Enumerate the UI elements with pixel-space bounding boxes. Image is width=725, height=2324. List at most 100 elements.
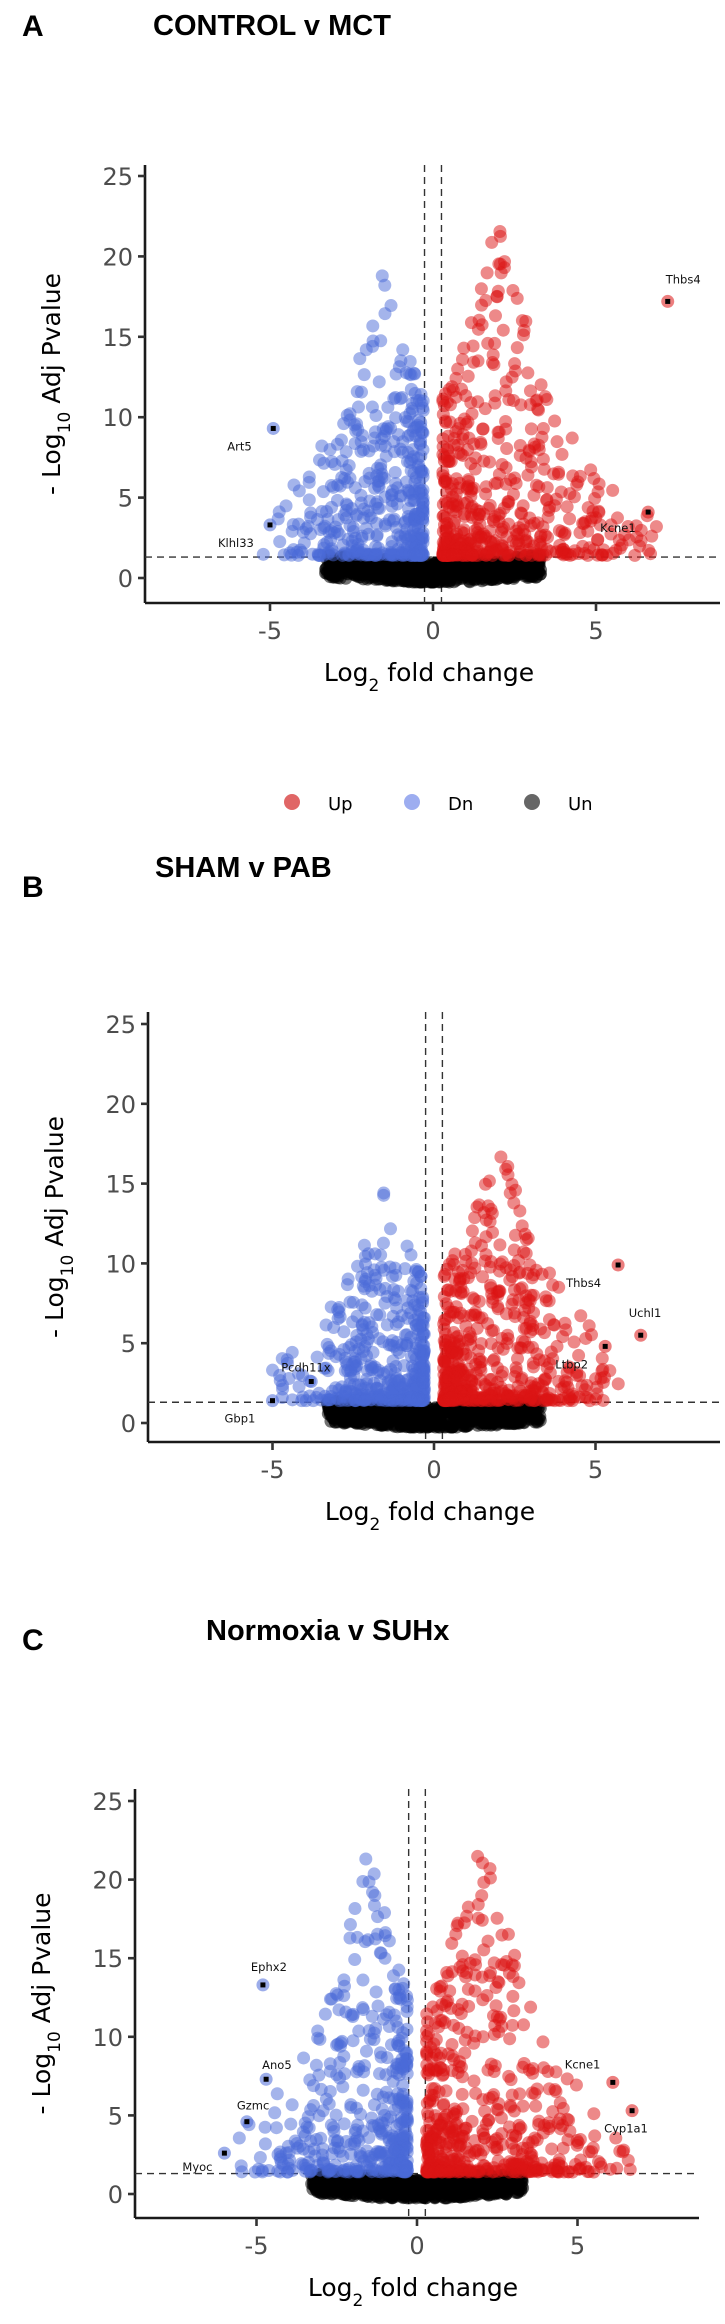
point-up [537,1326,551,1340]
point-down [386,1969,400,1983]
point-up [589,1372,603,1386]
point-down [367,1898,381,1912]
point-down [357,368,371,382]
point-down [407,1274,421,1288]
point-down [310,1350,324,1364]
point-up [480,266,494,280]
point-up [522,2136,536,2150]
point-up [524,2000,538,2014]
point-up [462,2145,476,2159]
point-up [442,500,456,514]
point-up [426,2062,440,2076]
point-up [440,521,454,535]
point-down [401,429,415,443]
point-down [285,1345,299,1359]
labeled-gene-marker [615,1262,621,1268]
point-up [438,1999,452,2013]
point-up [506,284,520,298]
point-up [488,2059,502,2073]
point-up [460,1966,474,1980]
point-up [455,1949,469,1963]
point-down [235,2165,249,2179]
point-down [282,2161,296,2175]
point-down [400,2004,414,2018]
point-up [628,548,642,562]
point-up [483,1966,497,1980]
point-up [523,1258,537,1272]
point-up [467,1308,481,1322]
point-up [550,1339,564,1353]
point-up [563,512,577,526]
point-up [581,524,595,538]
point-unchanged [335,1413,349,1427]
point-up [623,2163,637,2177]
point-up [490,1361,504,1375]
point-down [371,2164,385,2178]
point-down [337,1325,351,1339]
point-up [568,544,582,558]
point-down [365,400,379,414]
point-up [526,2066,540,2080]
point-unchanged [436,2177,450,2191]
point-up [465,548,479,562]
point-up [486,348,500,362]
point-down [361,504,375,518]
point-down [401,446,415,460]
point-up [507,2004,521,2018]
point-up [469,1366,483,1380]
point-down [284,2117,298,2131]
point-down [351,400,365,414]
point-down [378,1929,392,1943]
point-down [414,420,428,434]
labeled-gene-marker [270,425,276,431]
point-down [379,2068,393,2082]
point-down [292,1380,306,1394]
point-up [523,384,537,398]
point-up [455,2070,469,2084]
point-up [504,473,518,487]
labeled-gene-marker [638,1332,644,1338]
labeled-gene-marker [665,298,671,304]
point-up [552,1374,566,1388]
point-down [384,1222,398,1236]
point-down [298,2129,312,2143]
point-down [374,2050,388,2064]
point-up [542,1294,556,1308]
point-down [360,1327,374,1341]
point-down [255,2165,269,2179]
point-unchanged [475,1412,489,1426]
y-tick-label: 5 [118,485,133,513]
point-up [514,1341,528,1355]
point-up [649,520,663,534]
point-up [491,431,505,445]
point-up [448,1247,462,1261]
point-up [470,1200,484,1214]
illustrative-points [256,225,663,589]
panel-letter: A [22,10,44,43]
point-up [533,535,547,549]
point-up [567,490,581,504]
point-down [297,536,311,550]
point-down [335,1389,349,1403]
point-unchanged [517,1406,531,1420]
point-down [311,548,325,562]
point-down [363,471,377,485]
point-up [574,1309,588,1323]
point-up [523,1314,537,1328]
point-down [398,2054,412,2068]
point-unchanged [307,2176,321,2190]
legend-label-un: Un [568,794,593,815]
point-up [476,2030,490,2044]
point-down [360,2144,374,2158]
point-up [434,2046,448,2060]
point-down [286,518,300,532]
point-down [326,544,340,558]
point-up [524,455,538,469]
point-up [513,1204,527,1218]
point-up [483,1394,497,1408]
point-up [497,1958,511,1972]
x-tick-label: 5 [588,617,603,645]
point-down [306,2079,320,2093]
point-down [398,2159,412,2173]
point-down [370,2087,384,2101]
